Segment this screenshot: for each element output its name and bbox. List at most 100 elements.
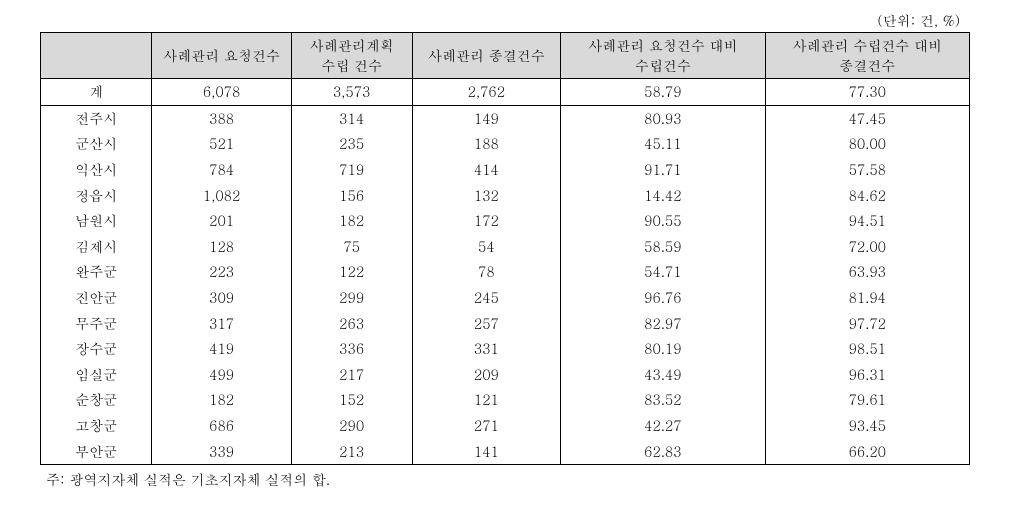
cell-c4: 54.71 xyxy=(561,259,765,285)
cell-label: 군산시 xyxy=(41,131,152,157)
cell-c2: 235 xyxy=(291,131,412,157)
table-row: 임실군49921720943.4996.31 xyxy=(41,362,970,388)
cell-c5: 84.62 xyxy=(765,183,969,209)
cell-c5: 97.72 xyxy=(765,311,969,337)
cell-c2: 263 xyxy=(291,311,412,337)
header-c5-line2: 종결건수 xyxy=(839,55,895,75)
cell-c5: 66.20 xyxy=(765,439,969,465)
cell-c2: 152 xyxy=(291,387,412,413)
table-row: 완주군2231227854.7163.93 xyxy=(41,259,970,285)
cell-c5: 63.93 xyxy=(765,259,969,285)
cell-c4: 42.27 xyxy=(561,413,765,439)
total-label: 계 xyxy=(41,79,152,106)
table-row: 김제시128755458.5972.00 xyxy=(41,234,970,260)
cell-c2: 213 xyxy=(291,439,412,465)
cell-label: 진안군 xyxy=(41,285,152,311)
cell-c1: 388 xyxy=(152,105,291,131)
cell-c1: 499 xyxy=(152,362,291,388)
header-row: 사례관리 요청건수 사례관리계획 수립 건수 사례관리 종결건수 사례관리 요청… xyxy=(41,33,970,79)
header-c2-line2: 수립 건수 xyxy=(321,55,382,75)
table-row: 부안군33921314162.8366.20 xyxy=(41,439,970,465)
cell-c5: 47.45 xyxy=(765,105,969,131)
cell-c4: 83.52 xyxy=(561,387,765,413)
cell-c1: 182 xyxy=(152,387,291,413)
cell-c3: 141 xyxy=(412,439,561,465)
header-c2-line1: 사례관리계획 xyxy=(310,35,394,55)
cell-label: 부안군 xyxy=(41,439,152,465)
cell-c3: 78 xyxy=(412,259,561,285)
cell-label: 장수군 xyxy=(41,336,152,362)
header-c4: 사례관리 요청건수 대비 수립건수 xyxy=(561,33,765,79)
header-c4-line2: 수립건수 xyxy=(635,55,691,75)
header-c5: 사례관리 수립건수 대비 종결건수 xyxy=(765,33,969,79)
cell-c2: 217 xyxy=(291,362,412,388)
cell-label: 전주시 xyxy=(41,105,152,131)
cell-c3: 172 xyxy=(412,208,561,234)
cell-c2: 75 xyxy=(291,234,412,260)
total-row: 계 6,078 3,573 2,762 58.79 77.30 xyxy=(41,79,970,106)
cell-c4: 91.71 xyxy=(561,157,765,183)
table-row: 전주시38831414980.9347.45 xyxy=(41,105,970,131)
cell-c2: 299 xyxy=(291,285,412,311)
data-table: 사례관리 요청건수 사례관리계획 수립 건수 사례관리 종결건수 사례관리 요청… xyxy=(40,32,970,465)
cell-label: 임실군 xyxy=(41,362,152,388)
cell-c4: 80.93 xyxy=(561,105,765,131)
cell-label: 고창군 xyxy=(41,413,152,439)
cell-c5: 57.58 xyxy=(765,157,969,183)
cell-c5: 98.51 xyxy=(765,336,969,362)
cell-c2: 290 xyxy=(291,413,412,439)
cell-c3: 257 xyxy=(412,311,561,337)
cell-c4: 45.11 xyxy=(561,131,765,157)
cell-c1: 128 xyxy=(152,234,291,260)
header-blank xyxy=(41,33,152,79)
cell-c1: 1,082 xyxy=(152,183,291,209)
cell-c2: 314 xyxy=(291,105,412,131)
cell-c5: 94.51 xyxy=(765,208,969,234)
cell-c1: 521 xyxy=(152,131,291,157)
cell-c5: 81.94 xyxy=(765,285,969,311)
header-c5-line1: 사례관리 수립건수 대비 xyxy=(793,35,942,55)
cell-c3: 331 xyxy=(412,336,561,362)
cell-c1: 419 xyxy=(152,336,291,362)
cell-c4: 96.76 xyxy=(561,285,765,311)
cell-c4: 82.97 xyxy=(561,311,765,337)
cell-c3: 54 xyxy=(412,234,561,260)
cell-c1: 309 xyxy=(152,285,291,311)
cell-label: 순창군 xyxy=(41,387,152,413)
cell-c5: 96.31 xyxy=(765,362,969,388)
cell-c4: 80.19 xyxy=(561,336,765,362)
total-c1: 6,078 xyxy=(152,79,291,106)
cell-label: 정읍시 xyxy=(41,183,152,209)
cell-c5: 79.61 xyxy=(765,387,969,413)
cell-c5: 72.00 xyxy=(765,234,969,260)
cell-c5: 93.45 xyxy=(765,413,969,439)
cell-c1: 686 xyxy=(152,413,291,439)
cell-c3: 149 xyxy=(412,105,561,131)
footnote: 주: 광역지자체 실적은 기초지자체 실적의 합. xyxy=(40,469,970,489)
table-row: 순창군18215212183.5279.61 xyxy=(41,387,970,413)
total-c2: 3,573 xyxy=(291,79,412,106)
cell-c2: 122 xyxy=(291,259,412,285)
table-body: 계 6,078 3,573 2,762 58.79 77.30 전주시38831… xyxy=(41,79,970,465)
header-c3: 사례관리 종결건수 xyxy=(412,33,561,79)
cell-c3: 188 xyxy=(412,131,561,157)
table-row: 장수군41933633180.1998.51 xyxy=(41,336,970,362)
table-row: 진안군30929924596.7681.94 xyxy=(41,285,970,311)
cell-c2: 182 xyxy=(291,208,412,234)
header-c4-line1: 사례관리 요청건수 대비 xyxy=(588,35,737,55)
total-c5: 77.30 xyxy=(765,79,969,106)
cell-c2: 156 xyxy=(291,183,412,209)
cell-label: 김제시 xyxy=(41,234,152,260)
cell-c3: 209 xyxy=(412,362,561,388)
cell-c4: 58.59 xyxy=(561,234,765,260)
cell-c1: 223 xyxy=(152,259,291,285)
cell-c2: 336 xyxy=(291,336,412,362)
total-c3: 2,762 xyxy=(412,79,561,106)
total-c4: 58.79 xyxy=(561,79,765,106)
cell-c4: 62.83 xyxy=(561,439,765,465)
header-c2: 사례관리계획 수립 건수 xyxy=(291,33,412,79)
table-row: 군산시52123518845.1180.00 xyxy=(41,131,970,157)
table-row: 익산시78471941491.7157.58 xyxy=(41,157,970,183)
cell-c3: 414 xyxy=(412,157,561,183)
cell-c3: 121 xyxy=(412,387,561,413)
